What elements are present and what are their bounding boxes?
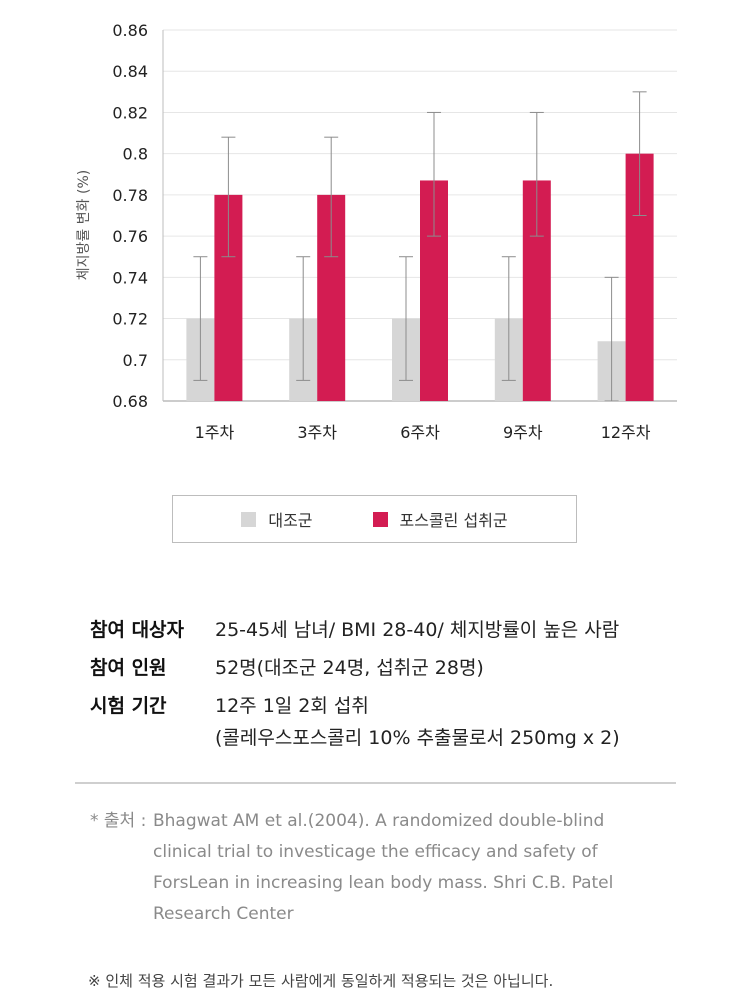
source-citation: * 출처 : Bhagwat AM et al.(2004). A random…	[90, 806, 690, 930]
y-tick-label: 0.86	[112, 21, 148, 40]
participants-label: 참여 인원	[90, 657, 167, 679]
error-bars	[193, 91, 647, 402]
tick-labels: 0.86 0.84 0.82 0.8 0.78 0.76 0.74 0.72 0.7 0.68 1주…	[112, 21, 650, 442]
bar-chart: 0.86 0.84 0.82 0.8 0.78 0.76 0.74 0.72 0.7 0.68 1주…	[76, 21, 677, 442]
period-value-block: 12주 1일 2회 섭취 (콜레우스포스콜리 10% 추출물로서 250mg x…	[215, 694, 620, 750]
y-tick-label: 0.78	[112, 186, 148, 205]
disclaimer: ※ 인체 적용 시험 결과가 모든 사람에게 동일하게 적용되는 것은 아닙니다…	[88, 972, 554, 990]
info-row-period: 시험 기간 12주 1일 2회 섭취 (콜레우스포스콜리 10% 추출물로서 2…	[90, 694, 620, 750]
legend-label-control: 대조군	[268, 511, 313, 530]
y-tick-label: 0.82	[112, 103, 148, 122]
x-tick-label: 12주차	[601, 423, 651, 442]
legend-swatch-control	[241, 511, 257, 527]
y-tick-label: 0.72	[112, 310, 148, 329]
y-tick-label: 0.8	[123, 145, 148, 164]
divider	[75, 782, 676, 784]
x-tick-label: 3주차	[297, 423, 337, 442]
source-label: * 출처 :	[90, 811, 147, 831]
period-value: 12주 1일 2회 섭취	[215, 695, 369, 717]
legend-item-control: 대조군	[241, 507, 313, 531]
y-axis-label: 체지방률 변화 (%)	[76, 170, 92, 280]
source-text: Bhagwat AM et al.(2004). A randomized do…	[153, 811, 614, 924]
target-value: 25-45세 남녀/ BMI 28-40/ 체지방률이 높은 사람	[215, 619, 620, 641]
y-tick-label: 0.84	[112, 62, 148, 81]
participants-value: 52명(대조군 24명, 섭취군 28명)	[215, 657, 484, 679]
target-label: 참여 대상자	[90, 619, 185, 641]
legend: 대조군 포스콜린 섭취군	[172, 495, 577, 543]
info-row-target: 참여 대상자 25-45세 남녀/ BMI 28-40/ 체지방률이 높은 사람	[90, 618, 620, 642]
y-tick-label: 0.76	[112, 227, 148, 246]
x-tick-label: 1주차	[195, 423, 235, 442]
study-info: 참여 대상자 25-45세 남녀/ BMI 28-40/ 체지방률이 높은 사람…	[90, 618, 620, 764]
y-tick-label: 0.68	[112, 392, 148, 411]
y-tick-label: 0.74	[112, 268, 148, 287]
legend-label-treatment: 포스콜린 섭취군	[399, 511, 508, 530]
x-tick-label: 9주차	[503, 423, 543, 442]
x-tick-label: 6주차	[400, 423, 440, 442]
legend-item-treatment: 포스콜린 섭취군	[372, 507, 508, 531]
period-label: 시험 기간	[90, 695, 167, 717]
y-tick-label: 0.7	[123, 351, 148, 370]
legend-swatch-treatment	[372, 511, 388, 527]
period-sub: (콜레우스포스콜리 10% 추출물로서 250mg x 2)	[215, 727, 620, 749]
info-row-participants: 참여 인원 52명(대조군 24명, 섭취군 28명)	[90, 656, 620, 680]
